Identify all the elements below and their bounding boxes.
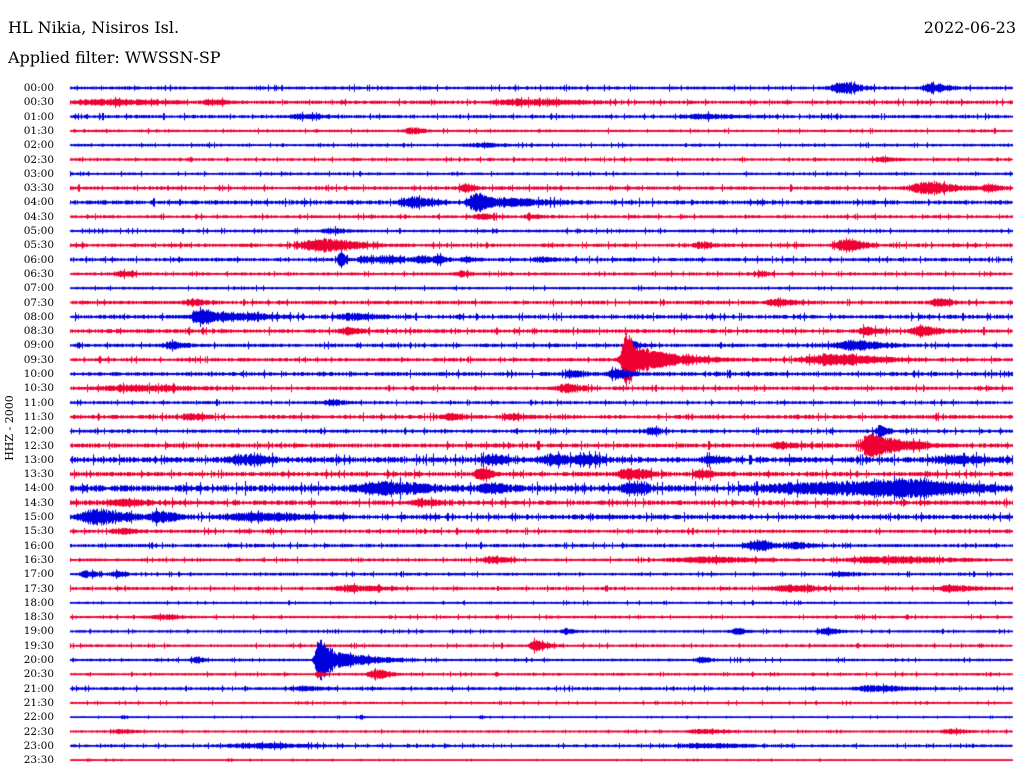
trace-time-label: 21:00 — [23, 682, 54, 695]
trace-time-label: 14:30 — [23, 496, 54, 509]
trace-time-label: 18:30 — [23, 611, 54, 624]
trace-time-label: 18:00 — [23, 596, 54, 609]
trace-time-label: 00:30 — [23, 96, 54, 109]
trace-time-label: 05:30 — [23, 239, 54, 252]
trace-time-label: 17:30 — [23, 582, 54, 595]
trace-time-label: 17:00 — [23, 568, 54, 581]
trace-time-label: 01:00 — [23, 110, 54, 123]
trace-time-label: 15:30 — [23, 525, 54, 538]
trace-time-label: 11:00 — [23, 396, 54, 409]
trace-time-label: 06:00 — [23, 253, 54, 266]
trace-time-label: 08:30 — [23, 325, 54, 338]
trace-time-label: 22:30 — [23, 725, 54, 738]
trace-time-label: 10:30 — [23, 382, 54, 395]
trace-time-label: 21:30 — [23, 696, 54, 709]
trace-time-label: 07:30 — [23, 296, 54, 309]
trace-time-label: 12:30 — [23, 439, 54, 452]
trace-time-label: 23:30 — [23, 754, 54, 767]
trace-time-label: 16:00 — [23, 539, 54, 552]
trace-time-label: 04:30 — [23, 210, 54, 223]
trace-time-label: 14:00 — [23, 482, 54, 495]
trace-time-label: 06:30 — [23, 267, 54, 280]
trace-time-label: 03:00 — [23, 167, 54, 180]
date-label: 2022-06-23 — [923, 18, 1016, 37]
trace-time-label: 09:30 — [23, 353, 54, 366]
trace-time-label: 10:00 — [23, 368, 54, 380]
trace-time-label: 00:00 — [23, 82, 54, 94]
trace-time-label: 13:00 — [23, 453, 54, 466]
trace-time-label: 20:00 — [23, 654, 54, 666]
trace-time-label: 11:30 — [23, 410, 54, 423]
trace-time-label: 02:00 — [23, 139, 54, 152]
trace-time-label: 04:00 — [23, 196, 54, 209]
trace-time-label: 23:00 — [23, 739, 54, 752]
trace-time-label: 20:30 — [23, 668, 54, 681]
filter-label: Applied filter: WWSSN-SP — [8, 48, 221, 67]
trace-time-label: 08:00 — [23, 310, 54, 323]
trace-time-label: 19:00 — [23, 625, 54, 638]
trace-time-label: 19:30 — [23, 639, 54, 652]
station-title: HL Nikia, Nisiros Isl. — [8, 18, 180, 37]
trace-time-label: 02:30 — [23, 153, 54, 166]
trace-time-label: 09:00 — [23, 339, 54, 352]
trace-time-label: 07:00 — [23, 282, 54, 295]
trace-time-label: 03:30 — [23, 182, 54, 195]
trace-time-label: 12:00 — [23, 425, 54, 438]
trace-time-label: 01:30 — [23, 124, 54, 137]
trace-time-label: 05:00 — [23, 225, 54, 237]
trace-time-label: 16:30 — [23, 553, 54, 566]
trace-time-label: 22:00 — [23, 711, 54, 724]
trace-time-label: 13:30 — [23, 468, 54, 481]
trace-time-label: 15:00 — [23, 511, 54, 523]
